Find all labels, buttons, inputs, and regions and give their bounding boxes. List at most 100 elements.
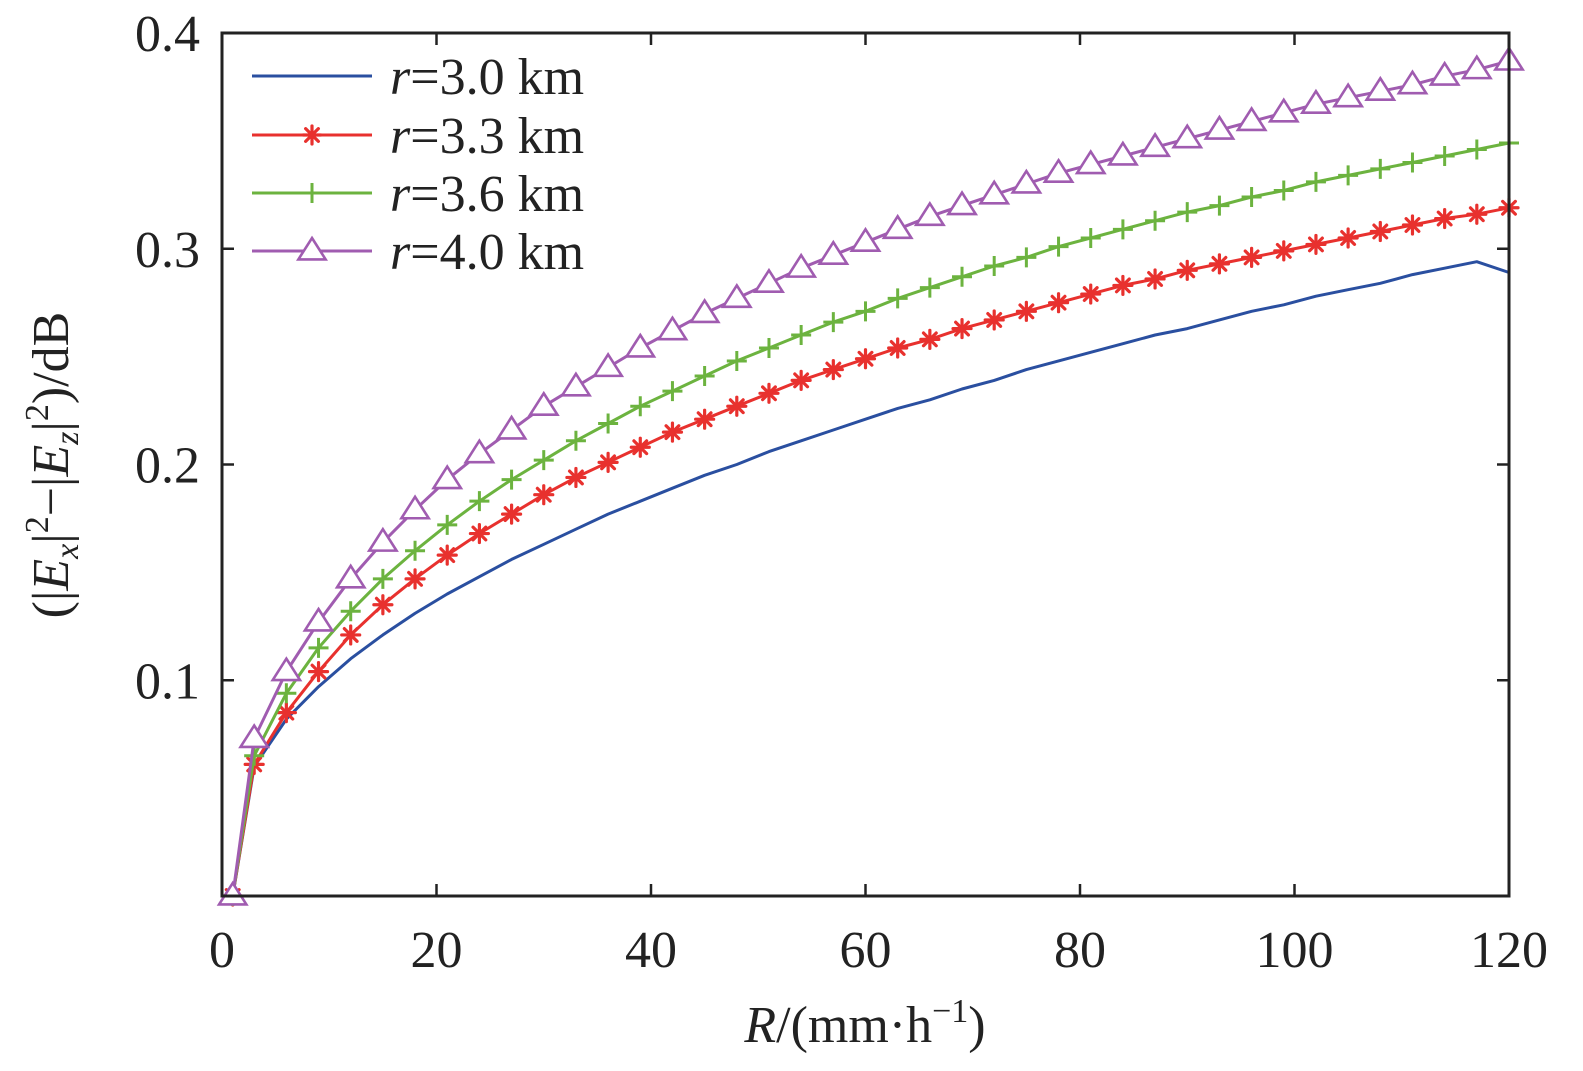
data-point — [823, 312, 844, 333]
series-4 — [216, 45, 1526, 906]
data-point — [881, 213, 914, 240]
data-point — [565, 466, 587, 489]
data-point — [495, 414, 528, 440]
legend-label: r=3.0 km — [390, 49, 584, 106]
x-tick-label: 40 — [625, 922, 677, 979]
data-point — [1139, 131, 1172, 158]
data-point — [1010, 168, 1043, 194]
data-point — [630, 396, 651, 417]
data-point — [1112, 219, 1133, 240]
data-point — [1299, 88, 1332, 114]
data-point — [1364, 75, 1397, 102]
data-point — [887, 337, 909, 359]
legend-label: r=3.6 km — [390, 166, 584, 223]
data-point — [468, 522, 490, 545]
series-3 — [222, 133, 1519, 906]
legend-label: r=3.3 km — [390, 108, 584, 165]
data-point — [598, 413, 619, 434]
data-point — [694, 366, 715, 387]
legend: r=3.0 kmr=3.3 kmr=3.6 kmr=4.0 km — [252, 49, 584, 281]
data-point — [1305, 233, 1327, 256]
y-tick-label: 0.3 — [135, 222, 200, 279]
data-point — [1144, 268, 1166, 290]
data-point — [1460, 54, 1493, 80]
x-tick-label: 80 — [1054, 922, 1106, 979]
data-point — [366, 526, 399, 552]
y-axis-label: (|Ex|2−|Ez|2)/dB — [19, 312, 86, 619]
data-point — [276, 683, 297, 704]
series-line — [231, 260, 1510, 897]
x-tick-label: 60 — [840, 922, 892, 979]
data-point — [1267, 97, 1300, 123]
data-point — [1203, 114, 1236, 140]
y-tick-label: 0.1 — [135, 653, 200, 710]
data-point — [559, 371, 592, 397]
data-point — [919, 277, 940, 298]
data-point — [726, 350, 747, 371]
data-point — [533, 484, 555, 506]
data-point — [340, 601, 361, 622]
ticks-layer: 0 20 40 60 80 100 120 0.1 0.2 0.3 0.4 — [135, 6, 1548, 979]
data-point — [624, 332, 657, 358]
data-point — [952, 266, 973, 287]
data-point — [527, 390, 560, 416]
data-point — [1402, 152, 1423, 173]
data-point — [854, 348, 877, 370]
data-point — [791, 325, 812, 346]
data-point — [1209, 195, 1230, 216]
data-point — [437, 514, 458, 535]
data-point — [855, 301, 876, 322]
legend-item: r=3.0 km — [252, 49, 584, 106]
data-point — [720, 282, 753, 309]
data-point — [1235, 106, 1268, 132]
series-layer — [216, 45, 1526, 907]
data-point — [785, 252, 818, 278]
data-point — [790, 369, 812, 391]
data-point — [302, 606, 335, 632]
data-point — [887, 288, 908, 309]
data-point — [500, 503, 523, 525]
data-point — [1273, 180, 1294, 201]
data-point — [662, 381, 683, 402]
data-point — [984, 256, 1005, 277]
data-point — [1428, 60, 1461, 86]
x-tick-label: 120 — [1470, 922, 1548, 979]
data-point — [1042, 157, 1075, 183]
data-point — [308, 637, 329, 658]
data-point — [372, 568, 393, 589]
data-point — [849, 226, 882, 253]
data-point — [1208, 253, 1231, 275]
data-point — [1337, 227, 1359, 249]
legend-marker — [302, 183, 322, 203]
data-point — [1434, 207, 1456, 230]
data-point — [1080, 283, 1102, 305]
data-point — [1338, 165, 1359, 186]
data-point — [1273, 240, 1295, 262]
data-point — [436, 544, 458, 566]
data-point — [913, 200, 946, 227]
data-point — [238, 723, 271, 749]
data-point — [1369, 220, 1391, 243]
data-point — [340, 624, 362, 646]
data-point — [661, 421, 684, 443]
data-point — [1112, 274, 1134, 297]
data-point — [404, 568, 426, 590]
data-point — [307, 661, 330, 683]
data-point — [1396, 69, 1429, 95]
data-point — [1074, 149, 1107, 175]
data-point — [1177, 202, 1198, 223]
data-point — [1048, 236, 1069, 257]
legend-marker — [295, 235, 329, 261]
data-point — [817, 239, 850, 265]
data-point — [501, 469, 522, 490]
data-point — [270, 656, 303, 682]
data-point — [1015, 300, 1037, 322]
data-point — [1370, 158, 1391, 179]
data-point — [1145, 210, 1166, 231]
data-point — [822, 358, 844, 381]
x-tick-label: 0 — [209, 922, 235, 979]
data-point — [694, 408, 716, 430]
data-point — [533, 450, 554, 471]
data-point — [1434, 145, 1455, 166]
